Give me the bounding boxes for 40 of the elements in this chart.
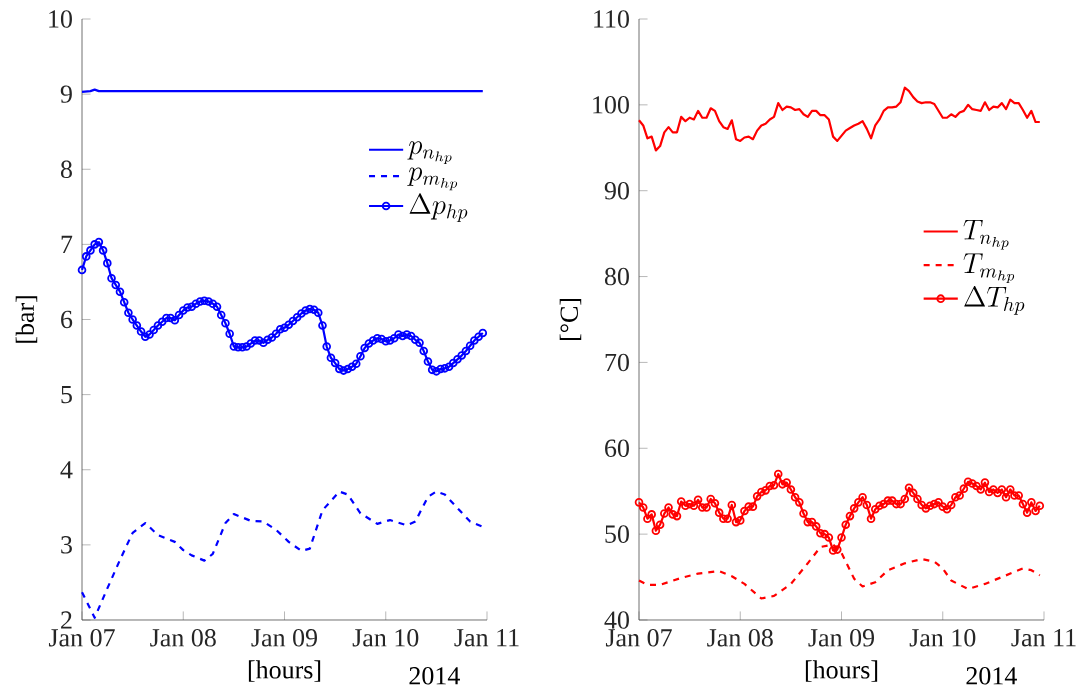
- y-tick-label: 70: [605, 353, 629, 372]
- y-tick-label: 90: [604, 181, 629, 200]
- y-tick-label: 4: [60, 461, 73, 479]
- y-tick-label: 7: [61, 235, 73, 253]
- x-tick-label: Jan 09: [251, 629, 317, 647]
- line-series: [80, 490, 484, 619]
- x-tick-label: Jan 10: [909, 629, 976, 647]
- x-tick-label: Jan 11: [1011, 629, 1076, 647]
- x-axis-title: [hours]: [248, 660, 321, 682]
- y-tick-label: 80: [604, 267, 629, 286]
- y-tick-label: 100: [593, 96, 629, 114]
- y-tick-label: 3: [61, 536, 72, 554]
- y-tick-label: 40: [604, 611, 629, 629]
- x-tick-label: Jan 08: [150, 629, 216, 647]
- y-tick-label: 110: [594, 10, 629, 28]
- y-tick-label: 50: [605, 525, 629, 543]
- legend-label: $T_{n_{hp}}$: [963, 219, 1009, 250]
- legend-label: $T_{m_{hp}}$: [963, 253, 1015, 284]
- y-tick-label: 2: [61, 611, 72, 629]
- y-axis-title: [°C]: [559, 298, 582, 341]
- text: 2014: [409, 667, 460, 685]
- x-tick-label: Jan 08: [707, 629, 773, 647]
- legend-label: $\Delta p_{hp}$: [409, 193, 468, 223]
- y-tick-label: 10: [49, 10, 72, 28]
- legend-label: $p_{m_{hp}}$: [407, 167, 458, 191]
- y-tick-label: 60: [605, 439, 629, 458]
- x-tick-label: Jan 07: [605, 629, 672, 647]
- x-tick-label: Jan 09: [808, 629, 875, 647]
- text: 2014: [966, 667, 1017, 685]
- x-tick-label: Jan 07: [48, 629, 115, 647]
- y-tick-label: 9: [60, 85, 72, 103]
- y-tick-label: 8: [60, 160, 72, 179]
- legend-label: $\Delta T_{hp}$: [964, 286, 1025, 315]
- x-tick-label: Jan 10: [352, 629, 419, 647]
- legend-label: $p_{n_{hp}}$: [407, 141, 452, 165]
- x-axis-title: [hours]: [805, 660, 878, 682]
- y-axis-title: [bar]: [15, 296, 38, 343]
- y-tick-label: 5: [61, 385, 72, 404]
- y-tick-label: 6: [61, 310, 73, 329]
- x-tick-label: Jan 11: [454, 629, 519, 647]
